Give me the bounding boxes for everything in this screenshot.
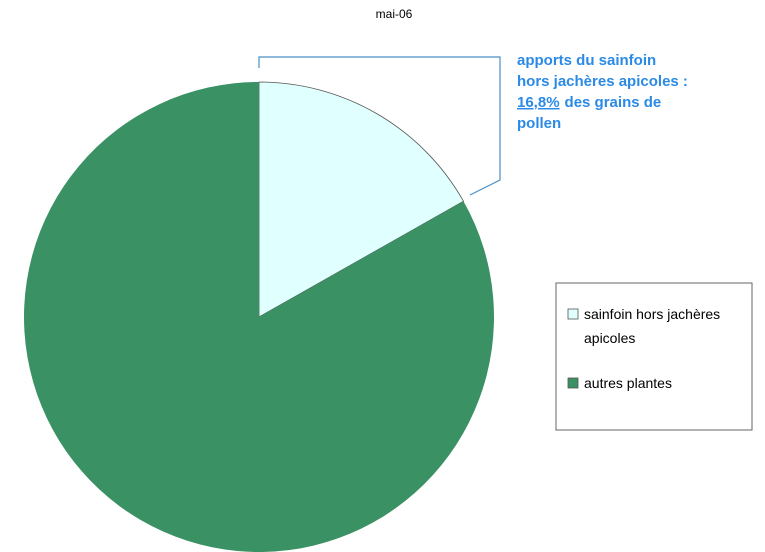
legend-swatch [567, 377, 579, 389]
leader-line [258, 56, 501, 196]
annotation: apports du sainfoin [517, 52, 656, 69]
legend-box [555, 282, 753, 431]
chart-title: mai-06 [376, 7, 413, 21]
legend-swatch [567, 308, 579, 320]
annotation: des grains de [565, 94, 662, 111]
value-label: 16,8% [517, 94, 560, 111]
legend-label: sainfoin hors jachères apicoles [584, 306, 721, 346]
annotation: hors jachères apicoles : [517, 73, 688, 90]
pie-slice [258, 81, 465, 318]
annotation: pollen [517, 115, 561, 132]
legend-label: autres plantes [584, 375, 672, 391]
legend-item: sainfoin hors jachères apicoles [584, 306, 721, 346]
pie-slice [24, 82, 494, 552]
legend-item: autres plantes [584, 375, 672, 391]
